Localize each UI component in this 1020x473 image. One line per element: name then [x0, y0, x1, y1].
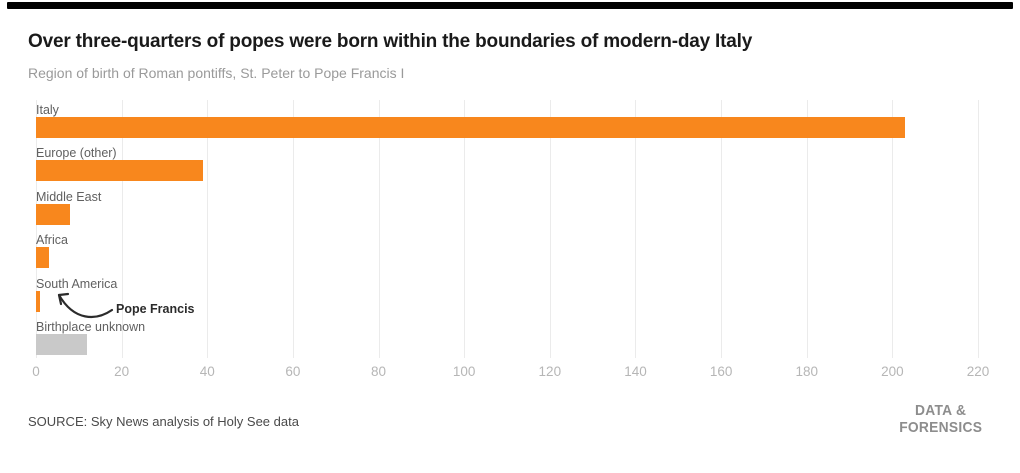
bar-row-middle-east: Middle East — [36, 190, 978, 230]
category-label: South America — [36, 276, 118, 291]
x-tick-label-40: 40 — [199, 364, 215, 379]
plot-area: Italy Europe (other) Middle East Africa Sout… — [36, 100, 979, 360]
gridline-40 — [207, 100, 209, 358]
x-tick-label-20: 20 — [114, 364, 130, 379]
gridline-20 — [121, 100, 123, 358]
annotation-pope-francis: Pope Francis — [116, 302, 195, 316]
category-label: Africa — [36, 233, 68, 248]
category-label: Italy — [36, 103, 59, 117]
category-label: Middle East — [36, 189, 102, 204]
bar[interactable] — [36, 117, 906, 138]
category-label: Birthplace unknown — [36, 320, 146, 334]
category-label: Europe (other) — [36, 146, 117, 161]
bar[interactable] — [36, 334, 88, 355]
bar[interactable] — [36, 290, 41, 312]
gridline-80 — [378, 100, 380, 358]
x-tick-label-100: 100 — [452, 364, 476, 379]
x-tick-label-80: 80 — [371, 364, 387, 379]
gridline-100 — [464, 100, 466, 358]
chart-title: Over three-quarters of popes were born w… — [28, 31, 753, 52]
x-tick-label-160: 160 — [709, 364, 733, 379]
bar[interactable] — [36, 160, 203, 182]
x-tick-label-0: 0 — [32, 364, 40, 379]
bar-row-italy: Italy — [36, 103, 978, 143]
x-tick-label-200: 200 — [881, 364, 904, 379]
x-tick-label-120: 120 — [538, 364, 562, 379]
bar-row-europe-other-: Europe (other) — [36, 146, 978, 186]
x-tick-label-180: 180 — [795, 364, 818, 379]
gridline-180 — [806, 100, 808, 358]
bar[interactable] — [36, 247, 49, 269]
bar[interactable] — [36, 203, 71, 225]
gridline-120 — [549, 100, 551, 358]
logo-line-1: DATA & — [914, 402, 967, 419]
gridline-60 — [292, 100, 294, 358]
curved-arrow-icon — [57, 292, 114, 318]
gridline-160 — [721, 100, 723, 358]
logo-line-2: FORENSICS — [899, 419, 983, 436]
x-tick-label-60: 60 — [285, 364, 301, 379]
x-axis: 0 20 40 60 80 100 120 140 160 180 200 220 — [32, 364, 989, 382]
x-tick-label-220: 220 — [966, 364, 990, 379]
data-forensics-logo: DATA & FORENSICS — [899, 402, 982, 436]
gridline-220 — [978, 100, 979, 358]
gridline-140 — [635, 100, 637, 358]
x-tick-label-140: 140 — [624, 364, 647, 379]
gridline-200 — [892, 100, 894, 358]
bar-row-birthplace-unknown: Birthplace unknown — [36, 320, 978, 360]
chart-subtitle: Region of birth of Roman pontiffs, St. P… — [28, 65, 405, 81]
top-border-bar — [7, 2, 1013, 9]
source-note: SOURCE: Sky News analysis of Holy See da… — [28, 414, 299, 429]
gridline-0 — [36, 100, 37, 358]
bar-row-africa: Africa — [36, 233, 978, 273]
bar-row-south-america: South America — [36, 277, 978, 317]
